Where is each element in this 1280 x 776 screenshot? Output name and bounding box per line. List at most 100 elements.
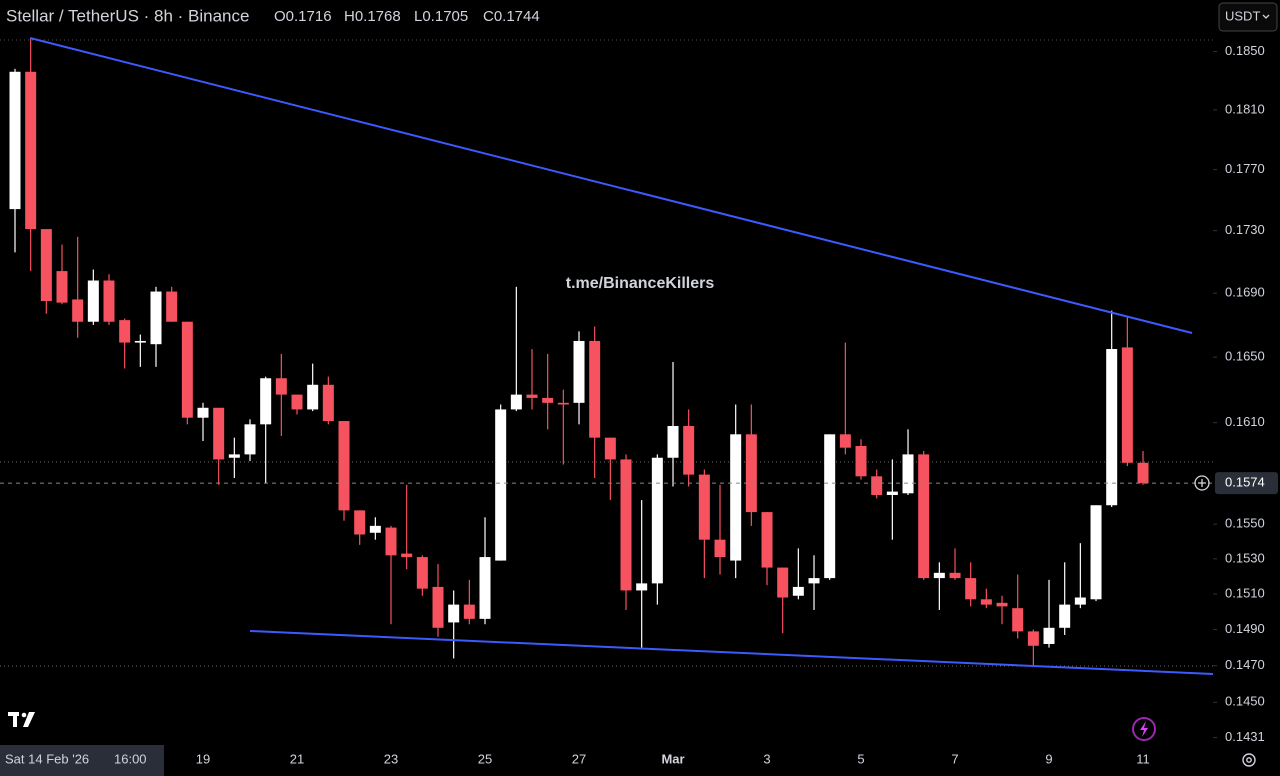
legend-close: C0.1744 bbox=[483, 8, 540, 25]
candle-body bbox=[322, 384, 334, 422]
x-tick-label: 9 bbox=[1045, 751, 1052, 766]
candle-body bbox=[1121, 347, 1133, 463]
trendline-upper bbox=[29, 37, 1193, 334]
y-tick-label: 0.1530 bbox=[1225, 550, 1265, 565]
y-tick-label: 0.1770 bbox=[1225, 161, 1265, 176]
candle-body bbox=[338, 421, 350, 511]
candle-body bbox=[839, 434, 851, 448]
settings-icon[interactable] bbox=[1242, 753, 1256, 767]
candle-body bbox=[510, 394, 522, 410]
crosshair-date: Sat 14 Feb '26 bbox=[5, 751, 89, 766]
y-tick-label: 0.1450 bbox=[1225, 694, 1265, 709]
candle-body bbox=[557, 402, 569, 405]
x-tick-label: 25 bbox=[478, 751, 492, 766]
crosshair-date-box bbox=[0, 745, 164, 776]
candle-body bbox=[1012, 608, 1024, 632]
candle-body bbox=[667, 425, 679, 458]
x-tick-label: 11 bbox=[1136, 751, 1150, 766]
candle-body bbox=[432, 586, 444, 628]
candle-body bbox=[604, 437, 616, 460]
candle-body bbox=[808, 578, 820, 584]
candle-body bbox=[448, 604, 460, 623]
y-tick-label: 0.1730 bbox=[1225, 222, 1265, 237]
candle-body bbox=[1027, 631, 1039, 646]
candle-body bbox=[573, 340, 585, 403]
x-tick-label: 19 bbox=[196, 751, 210, 766]
candle-body bbox=[25, 71, 37, 230]
candle-body bbox=[745, 434, 757, 513]
x-tick-label: 23 bbox=[384, 751, 398, 766]
candle-body bbox=[40, 229, 52, 302]
candle-body bbox=[9, 71, 21, 210]
candle-body bbox=[886, 491, 898, 495]
candle-body bbox=[228, 454, 240, 458]
candle-body bbox=[871, 476, 883, 495]
y-tick-label: 0.1650 bbox=[1225, 349, 1265, 364]
candle-body bbox=[291, 394, 303, 410]
candle-body bbox=[495, 409, 507, 561]
legend-open: O0.1716 bbox=[274, 8, 332, 25]
x-tick-label: 3 bbox=[763, 751, 770, 766]
candle-body bbox=[855, 446, 867, 477]
candle-body bbox=[1074, 597, 1086, 605]
candle-body bbox=[385, 527, 397, 556]
add-alert-icon[interactable] bbox=[1194, 475, 1210, 491]
candle-body bbox=[275, 378, 287, 395]
candle-body bbox=[119, 320, 131, 343]
legend-high: H0.1768 bbox=[344, 8, 401, 25]
y-tick-label: 0.1510 bbox=[1225, 585, 1265, 600]
candle-body bbox=[87, 280, 99, 322]
candle-body bbox=[730, 434, 742, 561]
candle-body bbox=[542, 397, 554, 403]
candle-body bbox=[1043, 627, 1055, 644]
candle-body bbox=[996, 602, 1008, 607]
tv-logo[interactable] bbox=[8, 712, 35, 727]
candle-body bbox=[1137, 462, 1149, 484]
candle-body bbox=[1059, 604, 1071, 628]
currency-label[interactable]: USDT bbox=[1225, 8, 1260, 23]
candle-body bbox=[792, 586, 804, 596]
candle-body bbox=[824, 434, 836, 579]
legend-low: L0.1705 bbox=[414, 8, 468, 25]
flash-icon[interactable] bbox=[1132, 717, 1156, 741]
candle-body bbox=[354, 510, 366, 535]
candles bbox=[0, 38, 1213, 666]
candle-body bbox=[197, 407, 209, 418]
candle-body bbox=[918, 454, 930, 579]
candle-body bbox=[714, 539, 726, 558]
candle-body bbox=[369, 525, 381, 533]
candle-body bbox=[965, 578, 977, 600]
y-tick-label: 0.1470 bbox=[1225, 657, 1265, 672]
candle-body bbox=[698, 474, 710, 540]
x-tick-label: 21 bbox=[290, 751, 304, 766]
candle-body bbox=[307, 384, 319, 410]
candle-body bbox=[166, 291, 178, 322]
x-tick-label: 27 bbox=[572, 751, 586, 766]
x-tick-label: 7 bbox=[951, 751, 958, 766]
y-tick-label: 0.1810 bbox=[1225, 101, 1265, 116]
candle-body bbox=[589, 340, 601, 438]
candle-body bbox=[401, 553, 413, 558]
candle-body bbox=[244, 424, 256, 455]
candle-body bbox=[949, 572, 961, 579]
candle-body bbox=[150, 291, 162, 345]
candle-body bbox=[260, 378, 272, 425]
candle-body bbox=[636, 583, 648, 591]
y-tick-label: 0.1550 bbox=[1225, 516, 1265, 531]
chevron-icon[interactable] bbox=[1262, 14, 1270, 19]
candle-body bbox=[777, 567, 789, 598]
currency-button[interactable] bbox=[1218, 2, 1278, 32]
crosshair-time: 16:00 bbox=[114, 751, 147, 766]
candle-body bbox=[651, 457, 663, 584]
watermark: t.me/BinanceKillers bbox=[566, 275, 715, 292]
y-tick-label: 0.1431 bbox=[1225, 729, 1265, 744]
candle-body bbox=[1106, 349, 1118, 506]
candle-body bbox=[463, 604, 475, 619]
price-label-box bbox=[1215, 472, 1278, 495]
candle-body bbox=[620, 459, 632, 591]
candle-body bbox=[56, 271, 68, 303]
y-tick-label: 0.1490 bbox=[1225, 621, 1265, 636]
